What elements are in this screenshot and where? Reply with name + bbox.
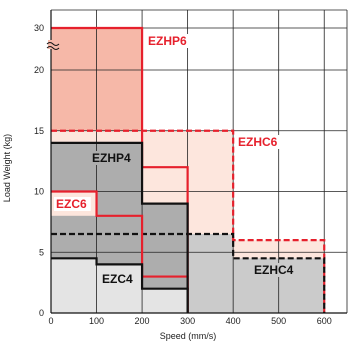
- y-tick-label-20: 20: [34, 65, 44, 75]
- y-tick-label-15: 15: [34, 126, 44, 136]
- y-axis-title: Load Weight (kg): [2, 134, 12, 202]
- series-label-ezhc6: EZHC6: [238, 135, 278, 149]
- x-tick-label-500: 500: [271, 316, 286, 326]
- series-label-ezc6: EZC6: [56, 197, 87, 211]
- x-tick-label-100: 100: [89, 316, 104, 326]
- series-label-ezhc4: EZHC4: [254, 263, 294, 277]
- y-tick-label-0: 0: [39, 308, 44, 318]
- x-tick-label-200: 200: [135, 316, 150, 326]
- x-tick-label-400: 400: [226, 316, 241, 326]
- x-tick-label-300: 300: [180, 316, 195, 326]
- axis-break-mark: [47, 40, 64, 50]
- y-tick-label-30: 30: [34, 23, 44, 33]
- x-axis-title: Speed (mm/s): [160, 331, 217, 341]
- y-tick-label-10: 10: [34, 187, 44, 197]
- series-label-ezc4: EZC4: [102, 272, 133, 286]
- y-tick-label-5: 5: [39, 247, 44, 257]
- series-label-ezhp4: EZHP4: [92, 151, 131, 165]
- x-tick-label-0: 0: [48, 316, 53, 326]
- x-tick-label-600: 600: [317, 316, 332, 326]
- series-label-ezhp6: EZHP6: [148, 34, 187, 48]
